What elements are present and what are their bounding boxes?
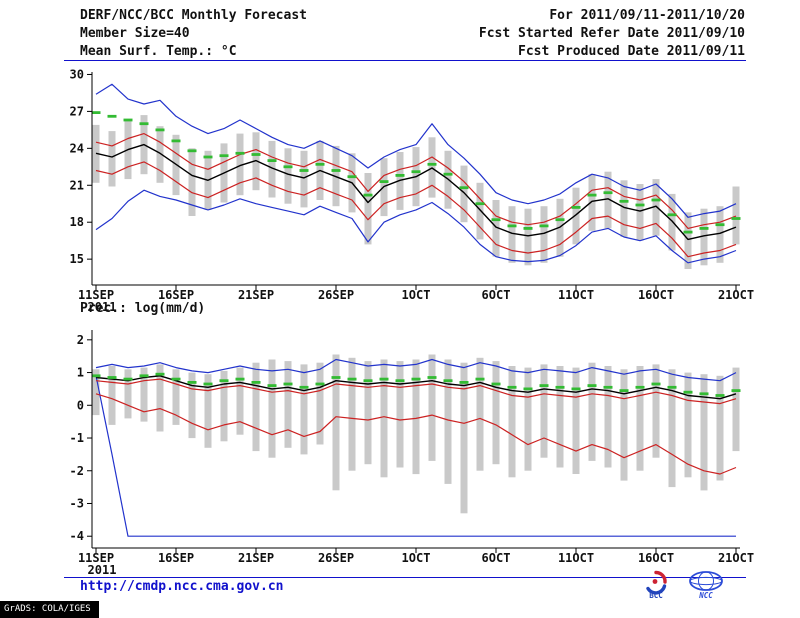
bcc-logo-label: BCC — [649, 591, 663, 600]
temperature-x-tick-label: 1OCT — [402, 288, 431, 302]
temperature-y-tick-label: 21 — [70, 178, 84, 192]
temperature-ensemble-mean-line — [95, 143, 737, 241]
temperature-y-tick-label: 30 — [70, 67, 84, 81]
bcc-logo-red-arc — [654, 570, 667, 584]
ncc-logo-icon: NCC — [689, 571, 723, 600]
temperature-y-tick-label: 15 — [70, 252, 84, 266]
temperature-lower-quartile-line — [95, 161, 737, 258]
temperature-median-dashes — [91, 111, 741, 234]
temperature-x-tick-label: 21OCT — [718, 288, 754, 302]
ncc-logo-label: NCC — [698, 591, 713, 600]
temperature-spread-bars — [92, 115, 740, 269]
temperature-x-tick-label: 11SEP — [78, 288, 114, 302]
bcc-logo-icon: BCC — [646, 570, 667, 600]
produced-date-label: Fcst Produced Date 2011/09/11 — [518, 44, 745, 59]
temperature-x-tick-label: 16OCT — [638, 288, 674, 302]
precipitation-x-tick-label: 21OCT — [718, 551, 754, 565]
precipitation-ensemble-mean-line — [95, 375, 737, 400]
temperature-x-tick-label: 16SEP — [158, 288, 194, 302]
precipitation-x-tick-label: 11OCT — [558, 551, 594, 565]
precipitation-y-tick-label: 1 — [77, 366, 84, 380]
bcc-logo-blue-arc — [646, 584, 667, 595]
ncc-logo-meridian-lines — [698, 571, 714, 591]
grads-credit: GrADS: COLA/IGES — [0, 601, 99, 618]
precipitation-y-tick-label: 0 — [77, 398, 84, 412]
temperature-chart: 15 18 21 24 27 30 11SEP 16SEP 21SEP 26SEP 1OCT 6OCT… — [70, 67, 755, 314]
precipitation-x-tick-label: 11SEP — [78, 551, 114, 565]
precipitation-y-tick-label: -2 — [70, 464, 84, 478]
temperature-chart-title: Mean Surf. Temp.: °C — [80, 44, 237, 59]
temperature-ensemble-max-line — [95, 83, 737, 218]
precipitation-x-tick-label: 21SEP — [238, 551, 274, 565]
precipitation-x-tick-label: 16OCT — [638, 551, 674, 565]
precipitation-year-label: 2011 — [88, 563, 117, 577]
precipitation-y-tick-label: 2 — [77, 333, 84, 347]
precipitation-x-tick-label: 1OCT — [402, 551, 431, 565]
precipitation-ensemble-min-line — [95, 375, 736, 537]
precipitation-ensemble-max-line — [95, 358, 737, 382]
precipitation-x-tick-label: 16SEP — [158, 551, 194, 565]
refer-date-label: Fcst Started Refer Date 2011/09/10 — [478, 26, 745, 41]
precip-chart-title: Prec.: log(mm/d) — [80, 301, 206, 316]
temperature-ensemble-min-line — [95, 189, 737, 264]
temperature-y-tick-label: 27 — [70, 104, 84, 118]
ncc-logo-equator-line — [689, 576, 723, 586]
precipitation-x-tick-label: 26SEP — [318, 551, 354, 565]
precipitation-y-tick-label: -4 — [70, 529, 84, 543]
precipitation-spread-bars — [92, 354, 740, 514]
precipitation-y-tick-label: -1 — [70, 431, 84, 445]
ncc-logo-globe-outline — [689, 571, 723, 591]
precipitation-chart: -4 -3 -2 -1 0 1 2 11SEP 16SEP 21SEP 26SEP 1OCT 6OCT 1… — [70, 330, 754, 577]
temperature-y-tick-label: 18 — [70, 215, 84, 229]
precipitation-lower-quartile-line — [95, 393, 737, 475]
temperature-year-label: 2011 — [88, 300, 117, 314]
precipitation-upper-quartile-line — [95, 378, 737, 405]
page-title: DERF/NCC/BCC Monthly Forecast — [80, 8, 307, 23]
precipitation-y-tick-label: -3 — [70, 496, 84, 510]
temperature-x-tick-label: 11OCT — [558, 288, 594, 302]
precipitation-x-tick-label: 6OCT — [482, 551, 511, 565]
temperature-x-tick-label: 21SEP — [238, 288, 274, 302]
temperature-y-tick-label: 24 — [70, 141, 84, 155]
temperature-x-tick-label: 6OCT — [482, 288, 511, 302]
member-size-label: Member Size=40 — [80, 26, 190, 41]
bcc-logo-dot — [652, 579, 658, 584]
temperature-x-tick-label: 26SEP — [318, 288, 354, 302]
temperature-upper-quartile-line — [95, 133, 737, 229]
forecast-range-label: For 2011/09/11-2011/10/20 — [549, 8, 745, 23]
website-url: http://cmdp.ncc.cma.gov.cn — [80, 579, 284, 594]
precipitation-median-dashes — [91, 372, 741, 397]
